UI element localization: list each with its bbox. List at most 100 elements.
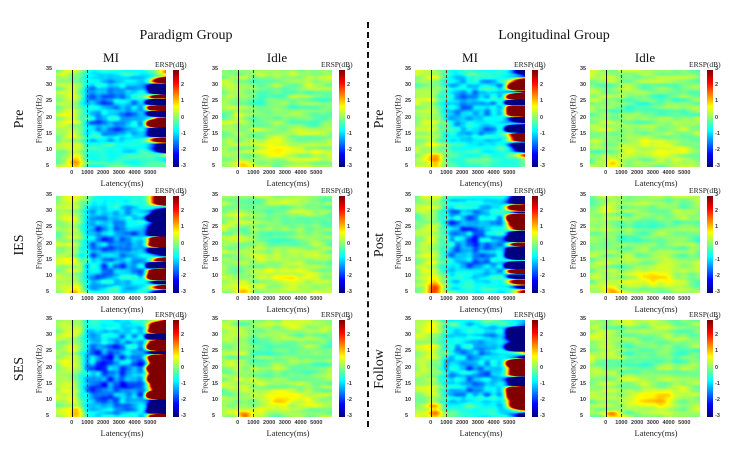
x-tick-label: 2000 <box>263 420 276 426</box>
x-axis-label: Latency(ms) <box>459 428 503 438</box>
colorbar-tick-label: -1 <box>347 130 352 137</box>
colorbar-tick-label: -1 <box>540 256 545 263</box>
colorbar-tick-label: 2 <box>540 82 544 89</box>
colorbar-title: ERSP(dB) <box>689 186 721 195</box>
colorbar-tick-label: -2 <box>715 272 720 279</box>
colorbar-tick-label: -3 <box>540 163 545 169</box>
colorbar-tick-label: 0 <box>181 240 185 247</box>
row-label: Follow <box>372 348 387 389</box>
y-axis-label: Frequency(Hz) <box>393 220 403 269</box>
colorbar-tick-label: 0 <box>181 114 185 121</box>
x-tick-label: 5000 <box>310 170 323 176</box>
y-tick-label: 25 <box>580 348 587 355</box>
cue-end-dashed-line <box>621 320 623 417</box>
colorbar-tick-label: 0 <box>347 240 351 247</box>
y-tick-label: 15 <box>212 256 219 263</box>
y-tick-label: 20 <box>405 114 412 121</box>
colorbar-tick-label: -2 <box>347 396 352 403</box>
onset-line <box>605 196 607 293</box>
y-tick-label: 25 <box>580 224 587 231</box>
colorbar <box>707 320 713 417</box>
onset-line <box>71 320 73 417</box>
x-tick-label: 3000 <box>278 420 291 426</box>
y-tick-label: 30 <box>46 332 53 339</box>
x-tick-label: 5000 <box>503 296 516 302</box>
y-tick-label: 35 <box>212 316 219 322</box>
x-axis-label: Latency(ms) <box>100 178 144 188</box>
colorbar-tick-label: 0 <box>540 240 544 247</box>
y-axis-label: Frequency(Hz) <box>568 344 578 393</box>
y-tick-label: 5 <box>580 413 584 419</box>
x-axis-label: Latency(ms) <box>100 428 144 438</box>
y-axis-label: Frequency(Hz) <box>200 344 210 393</box>
y-tick-label: 25 <box>212 224 219 231</box>
colorbar-title: ERSP(dB) <box>514 310 546 319</box>
cue-end-dashed-line <box>87 320 89 417</box>
onset-line <box>605 70 607 167</box>
onset-line <box>430 196 432 293</box>
colorbar-tick-label: 0 <box>715 364 719 371</box>
y-tick-label: 30 <box>212 332 219 339</box>
x-tick-label: 0 <box>236 170 240 176</box>
y-tick-label: 15 <box>405 130 412 137</box>
x-tick-label: 5000 <box>144 170 157 176</box>
y-tick-label: 20 <box>46 364 53 371</box>
y-tick-label: 10 <box>405 396 412 403</box>
colorbar-tick-label: 3 <box>347 66 351 72</box>
colorbar-tick-label: 2 <box>181 208 185 215</box>
x-tick-label: 4000 <box>128 420 141 426</box>
onset-line <box>430 70 432 167</box>
y-tick-label: 10 <box>580 396 587 403</box>
colorbar-tick-label: 0 <box>181 364 185 371</box>
x-axis-label: Latency(ms) <box>459 178 503 188</box>
x-tick-label: 4000 <box>294 420 307 426</box>
y-tick-label: 20 <box>46 114 53 121</box>
x-tick-label: 5000 <box>678 170 691 176</box>
y-tick-label: 25 <box>405 98 412 105</box>
colorbar-tick-label: -1 <box>181 130 186 137</box>
y-tick-label: 25 <box>405 348 412 355</box>
colorbar-tick-label: 1 <box>715 348 719 355</box>
colorbar-tick-label: -2 <box>540 272 545 279</box>
cue-end-dashed-line <box>621 196 623 293</box>
colorbar-tick-label: -2 <box>181 146 186 153</box>
x-tick-label: 3000 <box>112 170 125 176</box>
y-tick-label: 15 <box>46 130 53 137</box>
colorbar-tick-label: 2 <box>347 208 351 215</box>
x-axis-label: Latency(ms) <box>634 304 678 314</box>
y-tick-label: 5 <box>405 289 409 295</box>
cue-end-dashed-line <box>253 196 255 293</box>
y-tick-label: 30 <box>46 208 53 215</box>
y-tick-label: 5 <box>405 413 409 419</box>
y-tick-label: 10 <box>580 272 587 279</box>
y-tick-label: 20 <box>405 240 412 247</box>
y-tick-label: 10 <box>212 272 219 279</box>
y-tick-label: 5 <box>46 163 50 169</box>
y-tick-label: 20 <box>212 240 219 247</box>
y-axis-label: Frequency(Hz) <box>568 94 578 143</box>
y-tick-label: 20 <box>46 240 53 247</box>
y-tick-label: 35 <box>405 316 412 322</box>
heatmap-paradigm-ies-idle <box>222 196 332 293</box>
cue-end-dashed-line <box>253 320 255 417</box>
y-tick-label: 35 <box>580 316 587 322</box>
x-tick-label: 2000 <box>631 296 644 302</box>
row-label: SES <box>12 356 27 381</box>
colorbar-tick-label: -1 <box>540 380 545 387</box>
y-tick-label: 35 <box>212 192 219 198</box>
heatmap-longitudinal-post-mi <box>415 196 525 293</box>
y-tick-label: 30 <box>212 82 219 89</box>
onset-line <box>237 70 239 167</box>
y-tick-label: 15 <box>46 380 53 387</box>
x-tick-label: 5000 <box>144 296 157 302</box>
colorbar <box>339 70 345 167</box>
colorbar-tick-label: -1 <box>181 256 186 263</box>
colorbar-tick-label: 3 <box>715 66 719 72</box>
x-tick-label: 1000 <box>440 296 453 302</box>
x-axis-label: Latency(ms) <box>100 304 144 314</box>
colorbar-tick-label: -2 <box>181 396 186 403</box>
onset-line <box>605 320 607 417</box>
x-tick-label: 4000 <box>662 170 675 176</box>
y-tick-label: 5 <box>46 289 50 295</box>
x-tick-label: 4000 <box>487 170 500 176</box>
